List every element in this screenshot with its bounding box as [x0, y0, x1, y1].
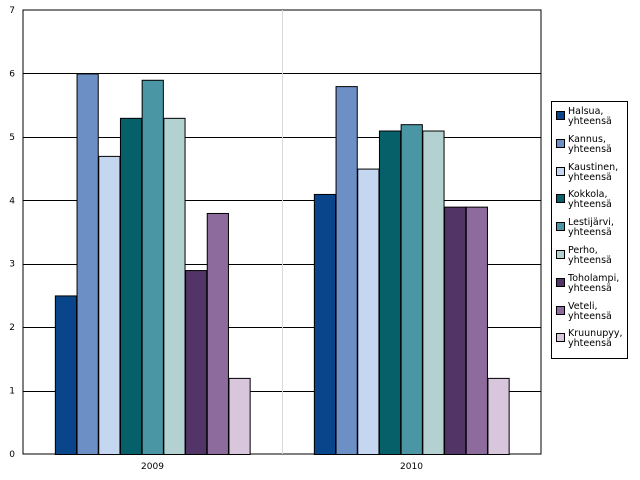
legend-label: Perho, yhteensä [568, 244, 612, 266]
bar-toholampi-2009 [185, 270, 208, 455]
bar-lestijärvi-2009 [141, 79, 164, 456]
bar-veteli-2009 [206, 212, 229, 455]
legend-label: Kruunupyy, yhteensä [568, 328, 623, 350]
legend-label: Toholampi, yhteensä [568, 272, 620, 294]
legend-item: Kruunupyy, yhteensä [556, 329, 627, 357]
legend-swatch [556, 111, 565, 120]
bar-kokkola-2009 [119, 117, 143, 455]
legend-swatch [556, 333, 565, 343]
bar-kaustinen-2009 [98, 155, 121, 455]
bar-kannus-2010 [335, 86, 358, 455]
legend-item: Lestijärvi, yhteensä [556, 218, 627, 246]
x-tick-label: 2010 [400, 462, 423, 472]
y-tick-label: 2 [9, 323, 15, 333]
legend-item: Toholampi, yhteensä [556, 272, 627, 302]
bar-halsua-2010 [313, 193, 337, 455]
bar-kruunupyy-2009 [228, 377, 251, 455]
legend-label: Lestijärvi, yhteensä [568, 217, 614, 239]
legend-label: Kannus, yhteensä [568, 133, 612, 155]
bar-kokkola-2010 [378, 130, 402, 455]
legend-label: Kaustinen, yhteensä [568, 161, 619, 183]
legend-swatch [556, 222, 565, 232]
bar-veteli-2010 [465, 206, 488, 455]
x-tick-label: 2009 [141, 462, 164, 472]
bar-kruunupyy-2010 [487, 377, 510, 455]
legend-item: Veteli, yhteensä [556, 300, 627, 330]
y-tick-label: 0 [9, 450, 15, 460]
legend-swatch [556, 166, 565, 176]
bar-perho-2009 [163, 117, 186, 455]
y-tick-label: 6 [9, 69, 15, 79]
bar-toholampi-2010 [444, 206, 467, 455]
legend-swatch [556, 138, 565, 148]
legend-label: Halsua, yhteensä [568, 106, 612, 127]
bar-kaustinen-2010 [357, 168, 380, 455]
x-axis-ticks: 2009 2010 [141, 462, 423, 472]
bar-halsua-2009 [54, 295, 78, 455]
legend-label: Kokkola, yhteensä [568, 189, 612, 211]
bar-kannus-2009 [76, 73, 99, 456]
y-axis-ticks: 0 1 2 3 4 5 6 7 [9, 6, 15, 460]
legend-item: Kokkola, yhteensä [556, 190, 627, 218]
bars [54, 73, 510, 456]
legend: Halsua, yhteensä Kannus, yhteensä Kaustine… [551, 101, 628, 359]
bar-perho-2010 [422, 130, 445, 455]
y-tick-label: 1 [9, 387, 15, 397]
bar-lestijärvi-2010 [400, 124, 423, 456]
legend-item: Kaustinen, yhteensä [556, 161, 627, 191]
legend-swatch [556, 249, 565, 259]
y-tick-label: 4 [9, 196, 15, 206]
legend-label: Veteli, yhteensä [568, 300, 612, 322]
legend-item: Halsua, yhteensä [556, 107, 627, 135]
legend-swatch [556, 194, 565, 204]
legend-item: Kannus, yhteensä [556, 133, 627, 163]
y-tick-label: 7 [9, 6, 15, 16]
y-tick-label: 5 [9, 133, 15, 143]
legend-swatch [556, 305, 565, 315]
y-tick-label: 3 [9, 260, 15, 270]
legend-swatch [556, 277, 565, 287]
legend-item: Perho, yhteensä [556, 244, 627, 274]
